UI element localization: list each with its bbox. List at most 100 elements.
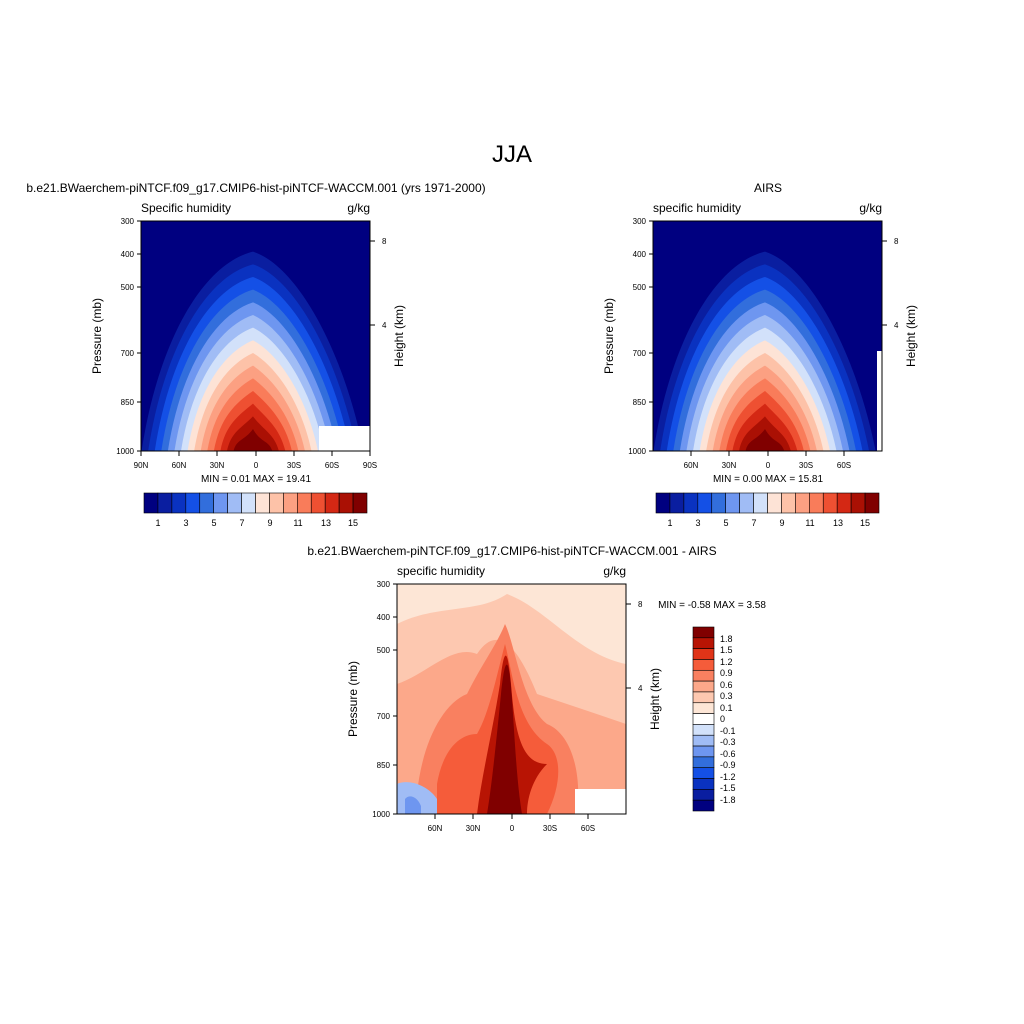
colorbar-swatch bbox=[227, 492, 242, 514]
colorbar-swatch bbox=[692, 680, 715, 693]
y-tick-label: 400 bbox=[121, 250, 135, 259]
colorbar-swatch bbox=[692, 799, 715, 812]
x-tick-label: 60N bbox=[172, 461, 187, 470]
x-tick-label: 60S bbox=[581, 824, 595, 833]
panel-airs: AIRS specific humidity g/kg 300 400 500 … bbox=[602, 181, 918, 528]
missing-data-area bbox=[877, 351, 882, 451]
panel-model-plot bbox=[141, 221, 370, 451]
colorbar-label: 5 bbox=[723, 518, 728, 528]
panel-airs-y2-ticks: 8 4 bbox=[882, 237, 899, 330]
colorbar-label: 1.5 bbox=[720, 645, 733, 655]
colorbar-swatch bbox=[338, 492, 354, 514]
x-tick-label: 0 bbox=[766, 461, 771, 470]
y-tick-label: 700 bbox=[633, 349, 647, 358]
colorbar-label: 0.6 bbox=[720, 680, 733, 690]
y-tick-label: 1000 bbox=[628, 447, 646, 456]
colorbar-swatch bbox=[255, 492, 270, 514]
x-tick-label: 30S bbox=[799, 461, 813, 470]
colorbar-swatch bbox=[795, 492, 810, 514]
colorbar-swatch bbox=[692, 626, 715, 639]
colorbar-swatch bbox=[692, 691, 715, 704]
panel-model-ylabel: Pressure (mb) bbox=[90, 298, 104, 374]
colorbar-swatch bbox=[692, 702, 715, 714]
colorbar-swatch bbox=[157, 492, 173, 514]
missing-data-area bbox=[319, 426, 370, 451]
panel-model-title: b.e21.BWaerchem-piNTCF.f09_g17.CMIP6-his… bbox=[26, 181, 485, 195]
colorbar-swatch bbox=[692, 669, 715, 682]
colorbar-swatch bbox=[692, 778, 715, 790]
y-tick-label: 1000 bbox=[116, 447, 134, 456]
y2-tick-label: 8 bbox=[382, 237, 387, 246]
colorbar-label: 11 bbox=[293, 518, 302, 528]
contour-band bbox=[487, 664, 522, 814]
colorbar-swatch bbox=[711, 492, 726, 514]
panel-airs-ylabel: Pressure (mb) bbox=[602, 298, 616, 374]
colorbar-swatch bbox=[269, 492, 284, 514]
colorbar-swatch bbox=[692, 756, 715, 769]
colorbar-swatch bbox=[297, 492, 312, 514]
colorbar-swatch bbox=[692, 734, 715, 747]
x-tick-label: 0 bbox=[254, 461, 259, 470]
panel-model-y-ticks: 300 400 500 700 850 1000 bbox=[116, 217, 141, 456]
colorbar-label: 3 bbox=[183, 518, 188, 528]
colorbar-swatch bbox=[213, 492, 228, 514]
y-tick-label: 500 bbox=[633, 283, 647, 292]
panel-airs-title: AIRS bbox=[754, 181, 782, 195]
colorbar-label: 1.2 bbox=[720, 657, 733, 667]
colorbar-swatch bbox=[767, 492, 782, 514]
x-tick-label: 30S bbox=[287, 461, 301, 470]
y-tick-label: 700 bbox=[121, 349, 135, 358]
y-tick-label: 700 bbox=[377, 712, 391, 721]
panel-diff-y2-ticks: 8 4 bbox=[626, 600, 643, 693]
panel-model-y2-ticks: 8 4 bbox=[370, 237, 387, 330]
y-tick-label: 850 bbox=[121, 398, 135, 407]
colorbar-label: 9 bbox=[779, 518, 784, 528]
panel-airs-y2label: Height (km) bbox=[904, 305, 918, 367]
colorbar-swatch bbox=[850, 492, 866, 514]
panel-diff-minmax: MIN = -0.58 MAX = 3.58 bbox=[658, 600, 766, 611]
panel-model-colorbar bbox=[143, 492, 368, 514]
colorbar-label: 3 bbox=[695, 518, 700, 528]
colorbar-swatch bbox=[199, 492, 214, 514]
colorbar-label: 9 bbox=[267, 518, 272, 528]
panel-model-units: g/kg bbox=[347, 201, 370, 215]
contour-band bbox=[233, 429, 273, 451]
colorbar-label: -0.3 bbox=[720, 737, 736, 747]
colorbar-label: -1.8 bbox=[720, 795, 736, 805]
main-title: JJA bbox=[492, 141, 532, 168]
panel-diff-y-ticks: 300 400 500 700 850 1000 bbox=[372, 580, 397, 819]
y-tick-label: 400 bbox=[633, 250, 647, 259]
colorbar-label: -0.6 bbox=[720, 749, 736, 759]
y-tick-label: 850 bbox=[377, 761, 391, 770]
colorbar-label: 0 bbox=[720, 714, 725, 724]
colorbar-swatch bbox=[692, 637, 715, 649]
y-tick-label: 300 bbox=[633, 217, 647, 226]
panel-model-minmax: MIN = 0.01 MAX = 19.41 bbox=[201, 474, 311, 485]
panel-diff-colorbar bbox=[692, 626, 715, 812]
colorbar-swatch bbox=[683, 492, 699, 514]
colorbar-label: 1.8 bbox=[720, 634, 733, 644]
y-tick-label: 1000 bbox=[372, 810, 390, 819]
y-tick-label: 850 bbox=[633, 398, 647, 407]
x-tick-label: 30N bbox=[722, 461, 737, 470]
colorbar-swatch bbox=[241, 492, 256, 514]
panel-diff-units: g/kg bbox=[603, 564, 626, 578]
x-tick-label: 90S bbox=[363, 461, 377, 470]
colorbar-swatch bbox=[753, 492, 768, 514]
panel-model-colorbar-labels: 1 3 5 7 9 11 13 15 bbox=[155, 518, 358, 528]
panel-airs-colorbar-labels: 1 3 5 7 9 11 13 15 bbox=[667, 518, 870, 528]
colorbar-label: 7 bbox=[751, 518, 756, 528]
y-tick-label: 500 bbox=[377, 646, 391, 655]
panel-model-x-ticks: 90N 60N 30N 0 30S 60S 90S bbox=[134, 451, 377, 470]
colorbar-label: 7 bbox=[239, 518, 244, 528]
panel-diff-x-ticks: 60N 30N 0 30S 60S bbox=[428, 814, 595, 833]
panel-airs-y-ticks: 300 400 500 700 850 1000 bbox=[628, 217, 653, 456]
colorbar-label: 0.3 bbox=[720, 691, 733, 701]
colorbar-swatch bbox=[822, 492, 838, 514]
panel-diff-plot bbox=[397, 584, 626, 814]
colorbar-swatch bbox=[352, 492, 368, 514]
x-tick-label: 90N bbox=[134, 461, 149, 470]
colorbar-label: 1 bbox=[155, 518, 160, 528]
x-tick-label: 30N bbox=[466, 824, 481, 833]
colorbar-swatch bbox=[864, 492, 880, 514]
